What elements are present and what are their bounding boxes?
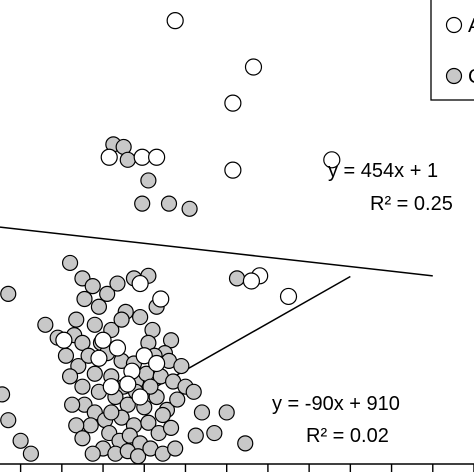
point-a-19: [131, 388, 149, 406]
trendline-c-r2: R² = 0.02: [306, 425, 389, 447]
point-c-12: [90, 298, 108, 315]
point-c-32: [74, 334, 91, 351]
point-a-0: [166, 12, 184, 30]
legend-label-c: C: [468, 66, 474, 88]
point-c-13: [99, 285, 116, 302]
point-a-2: [224, 94, 242, 112]
point-c-42: [86, 365, 103, 382]
point-c-51: [74, 378, 91, 395]
point-c-11: [84, 278, 101, 295]
point-a-5: [133, 148, 151, 166]
point-c-89: [68, 417, 85, 434]
trendline-a-label: y = 454x + 1 R² = 0.25: [328, 160, 453, 215]
point-c-3: [140, 172, 157, 189]
point-a-6: [148, 148, 166, 166]
point-c-65: [154, 406, 171, 424]
point-c-18: [132, 308, 149, 326]
legend-marker-c: [445, 67, 463, 85]
point-a-11: [131, 274, 149, 293]
point-a-15: [135, 347, 153, 365]
point-c-73: [187, 427, 204, 444]
point-c-66: [82, 417, 99, 434]
point-c-94: [142, 378, 159, 395]
point-a-3: [323, 151, 341, 169]
point-c-88: [64, 396, 81, 413]
point-c-4: [134, 195, 151, 212]
point-c-9: [61, 254, 79, 272]
point-c-85: [0, 412, 17, 429]
point-a-4: [100, 148, 118, 166]
point-c-7: [228, 270, 246, 287]
point-c-54: [119, 396, 136, 413]
point-c-86: [12, 432, 29, 449]
point-c-22: [86, 316, 103, 333]
trendline-a-r2: R² = 0.25: [370, 193, 453, 215]
point-a-12: [152, 290, 170, 308]
point-c-8: [0, 285, 17, 302]
point-c-75: [218, 404, 235, 421]
point-c-20: [76, 290, 93, 308]
point-c-74: [206, 424, 223, 442]
point-c-6: [181, 200, 198, 217]
point-c-91: [84, 445, 101, 462]
point-c-96: [185, 383, 202, 400]
point-c-24: [113, 311, 130, 328]
point-c-5: [160, 195, 178, 212]
point-a-18: [119, 375, 137, 393]
point-c-29: [37, 316, 54, 333]
point-c-84: [0, 386, 11, 403]
point-a-14: [90, 349, 108, 367]
point-c-92: [103, 404, 120, 421]
trendline-c-label: y = -90x + 910 R² = 0.02: [272, 393, 400, 447]
point-a-7: [224, 161, 242, 179]
point-c-58: [169, 391, 186, 408]
point-a-21: [108, 339, 127, 357]
legend-label-a: A: [468, 15, 474, 37]
legend-marker-a: [445, 16, 463, 34]
point-c-97: [193, 404, 211, 421]
point-a-13: [94, 331, 112, 349]
point-c-21: [68, 311, 85, 328]
trendline-a-equation: y = 454x + 1: [328, 160, 438, 182]
point-c-83: [167, 440, 184, 457]
point-a-9: [242, 272, 261, 290]
point-a-22: [102, 378, 120, 396]
point-a-10: [279, 287, 298, 306]
point-c-90: [74, 430, 91, 447]
legend: A C: [430, 0, 474, 101]
point-c-72: [162, 419, 180, 437]
trendline-c-equation: y = -90x + 910: [272, 393, 400, 415]
point-c-2: [119, 151, 136, 168]
point-c-50: [61, 368, 79, 385]
point-c-87: [22, 445, 40, 462]
point-c-26: [162, 332, 180, 349]
point-c-64: [140, 414, 157, 431]
point-c-76: [237, 435, 254, 452]
point-c-14: [109, 275, 126, 292]
point-a-20: [55, 331, 73, 349]
point-a-1: [244, 58, 263, 76]
point-c-95: [173, 357, 190, 375]
point-a-17: [148, 354, 166, 373]
point-c-39: [57, 347, 75, 364]
trendline-1: [0, 226, 433, 277]
trendline-0: [143, 275, 351, 395]
